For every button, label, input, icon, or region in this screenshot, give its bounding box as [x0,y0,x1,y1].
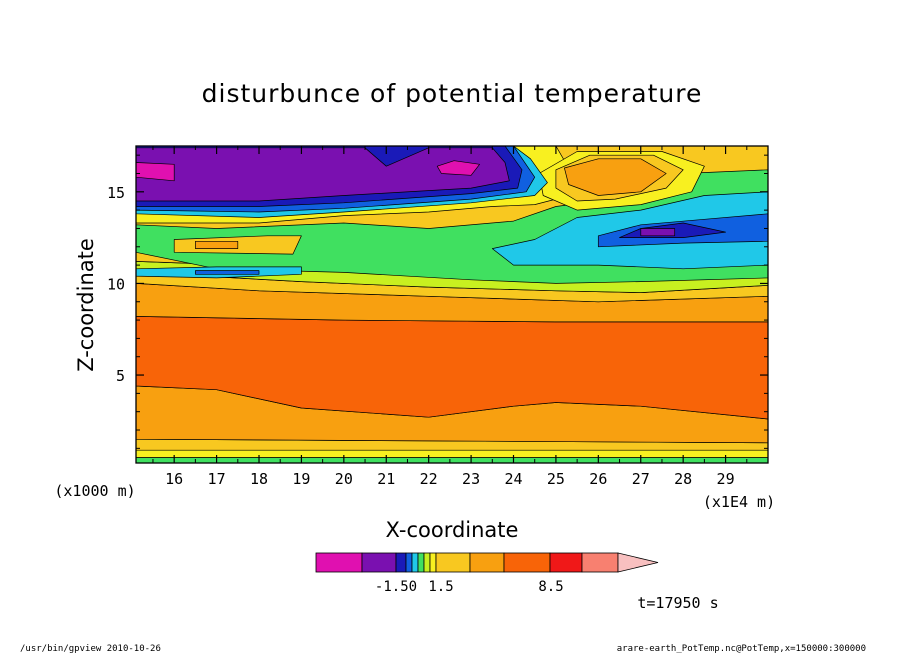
colorbar-swatch-4 [411,552,419,573]
x-axis-label: X-coordinate [386,518,519,542]
colorbar-swatch-5 [417,552,425,573]
x-tick-label-24: 24 [504,470,522,488]
y-tick-label-5: 5 [116,367,125,385]
x-axis-unit: (x1E4 m) [703,493,775,511]
contour-band-19 [564,158,667,196]
y-tick-label-15: 15 [107,184,125,202]
footer-right: arare-earth_PotTemp.nc@PotTemp,x=150000:… [617,644,866,654]
x-tick-label-26: 26 [589,470,607,488]
contour-band-23 [136,147,510,202]
colorbar-swatch-6 [423,552,431,573]
x-tick-label-21: 21 [377,470,395,488]
x-tick-label-27: 27 [632,470,650,488]
colorbar-swatch-0 [315,552,363,573]
colorbar-label-2: 8.5 [538,579,563,595]
colorbar-label-0: -1.50 [375,579,417,595]
colorbar-swatch-8 [435,552,471,573]
time-label: t=17950 s [637,594,718,612]
y-tick-label-10: 10 [107,275,125,293]
colorbar-swatch-12 [581,552,619,573]
colorbar-swatch-10 [503,552,551,573]
contour-band-13 [640,228,676,237]
x-tick-label-17: 17 [208,470,226,488]
colorbar-swatch-1 [361,552,397,573]
colorbar-swatch-11 [549,552,583,573]
x-tick-label-19: 19 [292,470,310,488]
contour-band-25 [436,160,480,176]
plot-area [135,145,769,464]
x-tick-label-22: 22 [420,470,438,488]
x-tick-label-23: 23 [462,470,480,488]
x-tick-label-28: 28 [674,470,692,488]
contour-band-24 [136,162,175,182]
chart-title: disturbunce of potential temperature [202,79,703,108]
colorbar-label-1: 1.5 [428,579,453,595]
y-axis-label: Z-coordinate [74,238,98,372]
colorbar-swatch-9 [469,552,505,573]
x-tick-label-29: 29 [717,470,735,488]
plot-frame [135,145,769,464]
x-tick-label-25: 25 [547,470,565,488]
contour-band-15 [195,270,260,275]
colorbar: -1.50 1.5 8.5 [315,552,659,595]
footer-left: /usr/bin/gpview 2010-10-26 [20,644,161,654]
colorbar-swatch-2 [395,552,407,573]
y-axis: 5 10 15 [107,154,768,449]
contour-band-27 [195,240,239,249]
y-axis-unit: (x1000 m) [54,482,135,500]
colorbar-extend-arrow [617,552,659,573]
x-tick-label-16: 16 [165,470,183,488]
x-tick-label-18: 18 [250,470,268,488]
contour-band-0 [136,457,768,463]
colorbar-swatch-7 [429,552,437,573]
x-axis: 16 17 18 19 20 21 22 23 24 25 26 27 28 29 [152,146,748,488]
x-tick-label-20: 20 [335,470,353,488]
contour-band-1 [136,449,768,458]
colorbar-swatch-3 [405,552,413,573]
